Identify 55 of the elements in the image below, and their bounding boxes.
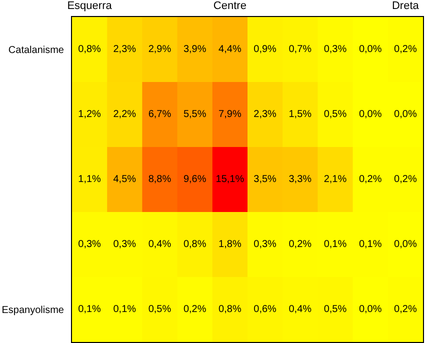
data-label: 0,1%	[113, 304, 136, 315]
x-tick-label: Dreta	[392, 0, 420, 12]
data-label: 0,8%	[183, 239, 206, 250]
data-label: 0,5%	[148, 304, 172, 315]
data-label: 1,2%	[78, 109, 102, 120]
y-tick-label: Catalanisme	[8, 45, 64, 56]
data-label: 7,9%	[218, 109, 242, 120]
data-label: 0,1%	[358, 239, 382, 250]
data-label: 0,8%	[218, 304, 242, 315]
data-label: 1,5%	[288, 109, 312, 120]
data-label: 1,8%	[218, 239, 242, 250]
data-label: 5,5%	[183, 109, 206, 120]
data-label: 0,2%	[394, 44, 417, 55]
data-label: 0,5%	[324, 109, 347, 120]
data-label: 0,9%	[254, 44, 277, 55]
data-label: 4,4%	[218, 44, 242, 55]
data-label: 0,0%	[358, 44, 382, 55]
data-label: 9,6%	[183, 174, 206, 185]
data-label: 0,0%	[394, 109, 417, 120]
data-label: 0,0%	[358, 109, 382, 120]
data-label: 0,3%	[113, 239, 136, 250]
data-label: 0,3%	[78, 239, 102, 250]
x-tick-label: Esquerra	[67, 0, 113, 12]
data-label: 0,4%	[148, 239, 172, 250]
data-label: 6,7%	[148, 109, 172, 120]
data-label: 0,2%	[288, 239, 312, 250]
data-label: 3,3%	[288, 174, 312, 185]
y-tick-label: Espanyolisme	[2, 305, 64, 316]
data-label: 0,3%	[324, 44, 347, 55]
data-label: 0,2%	[183, 304, 206, 315]
data-label: 0,3%	[254, 239, 277, 250]
data-label: 0,6%	[254, 304, 277, 315]
data-label: 15,1%	[216, 174, 244, 185]
data-label: 2,2%	[113, 109, 136, 120]
data-label: 0,7%	[288, 44, 312, 55]
data-label: 0,2%	[358, 174, 382, 185]
data-label: 3,5%	[254, 174, 277, 185]
data-label: 0,1%	[78, 304, 102, 315]
data-label: 0,4%	[288, 304, 312, 315]
data-label: 0,0%	[358, 304, 382, 315]
data-label: 2,1%	[324, 174, 347, 185]
data-label: 3,9%	[183, 44, 206, 55]
data-label: 1,1%	[78, 174, 102, 185]
data-label: 0,8%	[78, 44, 102, 55]
data-label: 0,0%	[394, 239, 417, 250]
data-label: 0,1%	[324, 239, 347, 250]
data-label: 2,3%	[254, 109, 277, 120]
data-label: 2,3%	[113, 44, 136, 55]
data-label: 8,8%	[148, 174, 172, 185]
x-tick-label: Centre	[213, 0, 246, 12]
data-label: 4,5%	[113, 174, 136, 185]
data-label: 0,2%	[394, 304, 417, 315]
data-label: 0,5%	[324, 304, 347, 315]
data-label: 0,2%	[394, 174, 417, 185]
data-label: 2,9%	[148, 44, 172, 55]
